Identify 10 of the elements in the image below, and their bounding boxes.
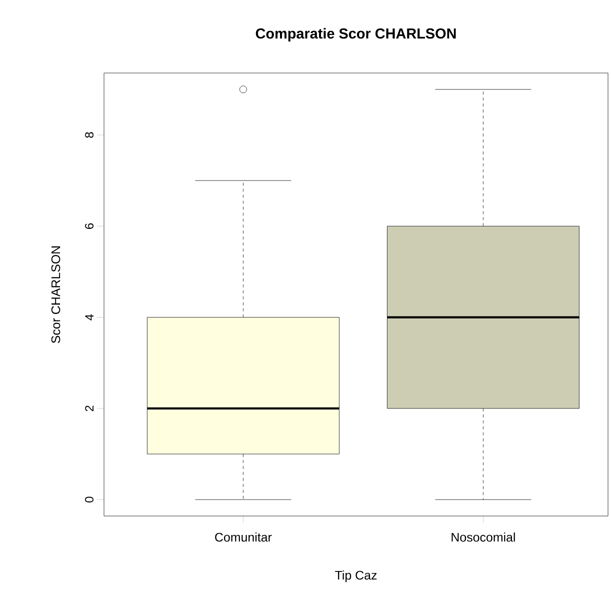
chart-title: Comparatie Scor CHARLSON [256,28,456,42]
x-axis-title: Tip Caz [335,570,377,582]
y-tick-label: 0 [85,496,94,502]
y-axis-title: Scor CHARLSON [51,246,60,344]
x-tick-label: Nosocomial [452,532,515,542]
y-tick-label: 6 [85,223,94,229]
x-tick-label: Comunitar [215,532,272,542]
y-tick-label: 4 [85,314,94,320]
y-tick-label: 8 [85,132,94,138]
y-tick-label: 2 [85,406,94,412]
